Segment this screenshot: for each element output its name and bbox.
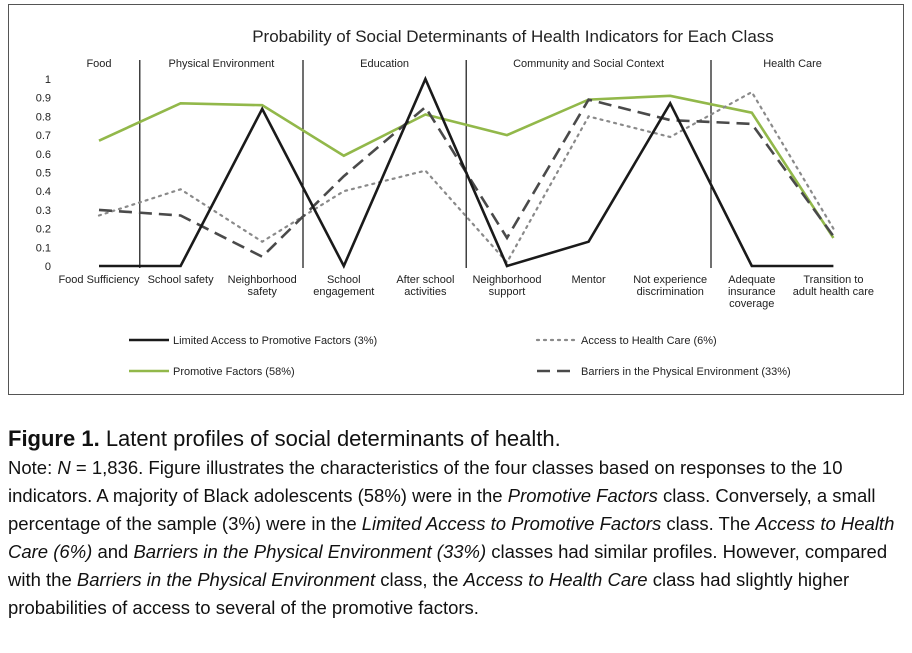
group-label: Health Care xyxy=(763,58,822,70)
x-tick-label: Adequate xyxy=(728,274,775,286)
series-line xyxy=(99,75,834,270)
note-segment: Access to Health Care (6%) xyxy=(8,513,895,562)
figure-caption: Figure 1. Latent profiles of social dete… xyxy=(8,424,904,622)
group-label: Physical Environment xyxy=(169,58,275,70)
note-segment: Barriers in the Physical Environment xyxy=(76,569,376,590)
y-tick-label: 0.4 xyxy=(36,186,51,198)
x-tick-label: safety xyxy=(248,286,278,298)
x-tick-label: adult health care xyxy=(793,286,874,298)
note-segment: Barriers in the Physical Environment (33… xyxy=(133,541,487,562)
group-label: Education xyxy=(360,58,409,70)
x-tick-label: Food Sufficiency xyxy=(58,274,140,286)
group-label: Food xyxy=(86,58,111,70)
note-segment: classes had similar profiles. However, c… xyxy=(8,541,888,590)
note-segment: Access to Health Care xyxy=(463,569,648,590)
group-label: Community and Social Context xyxy=(513,58,664,70)
note-segment: Note: xyxy=(8,457,58,478)
x-tick-label: School xyxy=(327,274,361,286)
x-tick-label: Neighborhood xyxy=(472,274,541,286)
note-segment: class had slightly higher probabilities … xyxy=(8,569,850,618)
x-tick-label: Transition to xyxy=(803,274,863,286)
x-tick-label: activities xyxy=(404,286,447,298)
y-tick-label: 0.6 xyxy=(36,149,51,161)
note-segment: Promotive Factors xyxy=(507,485,658,506)
note-segment: N xyxy=(57,457,71,478)
note-segment: and xyxy=(92,541,134,562)
figure-note: Note: N = 1,836. Figure illustrates the … xyxy=(8,454,904,622)
series-line xyxy=(97,90,835,265)
legend-label: Limited Access to Promotive Factors (3%) xyxy=(173,335,377,347)
y-tick-label: 1 xyxy=(45,74,51,86)
chart-frame: Probability of Social Determinants of He… xyxy=(8,4,904,395)
chart-title: Probability of Social Determinants of He… xyxy=(252,27,774,46)
y-tick-label: 0.8 xyxy=(36,111,51,123)
x-tick-label: insurance xyxy=(728,286,776,298)
y-tick-label: 0.2 xyxy=(36,224,51,236)
figure-label: Figure 1. xyxy=(8,426,100,451)
series-line xyxy=(98,94,835,239)
x-tick-label: Neighborhood xyxy=(228,274,297,286)
note-segment: class, the xyxy=(375,569,464,590)
y-tick-label: 0.3 xyxy=(36,205,51,217)
y-tick-label: 0.5 xyxy=(36,168,51,180)
legend-label: Barriers in the Physical Environment (33… xyxy=(581,366,791,378)
y-tick-label: 0.9 xyxy=(36,93,51,105)
note-segment: Limited Access to Promotive Factors xyxy=(361,513,662,534)
x-tick-label: support xyxy=(489,286,526,298)
figure-title: Figure 1. Latent profiles of social dete… xyxy=(8,424,904,454)
x-tick-label: Not experience xyxy=(633,274,707,286)
x-tick-label: engagement xyxy=(313,286,374,298)
y-tick-label: 0.1 xyxy=(36,242,51,254)
x-tick-label: Mentor xyxy=(571,274,606,286)
line-chart: Probability of Social Determinants of He… xyxy=(36,27,874,378)
figure-title-text: Latent profiles of social determinants o… xyxy=(105,426,561,451)
x-tick-label: School safety xyxy=(148,274,215,286)
note-segment: class. The xyxy=(661,513,756,534)
y-tick-label: 0.7 xyxy=(36,130,51,142)
note-segment: = 1,836. Figure illustrates the characte… xyxy=(8,457,843,506)
x-tick-label: coverage xyxy=(729,298,774,310)
note-segment: class. Conversely, a small percentage of… xyxy=(8,485,876,534)
x-tick-label: discrimination xyxy=(637,286,704,298)
y-tick-label: 0 xyxy=(45,261,51,273)
legend-label: Access to Health Care (6%) xyxy=(581,335,717,347)
x-tick-label: After school xyxy=(396,274,454,286)
legend-label: Promotive Factors (58%) xyxy=(173,366,295,378)
